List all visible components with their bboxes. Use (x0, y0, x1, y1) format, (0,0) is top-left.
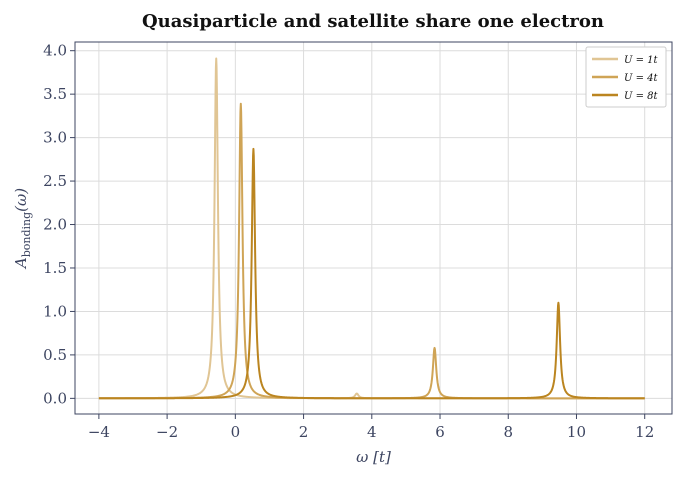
y-tick-label: 3.0 (43, 129, 67, 147)
legend-box (585, 46, 667, 108)
x-tick-label: 12 (635, 423, 654, 441)
y-tick-label: 1.5 (43, 259, 67, 277)
y-tick-label: 0.5 (43, 346, 67, 364)
y-tick-label: 1.0 (43, 302, 67, 320)
y-axis-label: Abonding(ω) (12, 188, 33, 270)
y-tick-label: 0.0 (43, 389, 67, 407)
grid (75, 42, 672, 414)
y-tick-label: 2.5 (43, 172, 67, 190)
x-tick-label: −4 (88, 423, 110, 441)
x-tick-label: −2 (156, 423, 178, 441)
y-axis-label-tail: (ω) (12, 188, 30, 212)
x-tick-label: 4 (367, 423, 377, 441)
x-tick-label: 6 (435, 423, 445, 441)
x-tick-label: 10 (567, 423, 586, 441)
x-tick-label: 8 (503, 423, 513, 441)
y-axis-label-sub: bonding (20, 212, 33, 257)
series-lines (98, 57, 646, 400)
x-tick-label: 0 (231, 423, 241, 441)
y-tick-label: 3.5 (43, 85, 67, 103)
legend-label: U = 1t (624, 55, 659, 66)
x-axis-label: ω [t] (356, 448, 391, 466)
legend-label: U = 4t (624, 73, 659, 84)
legend-label: U = 8t (624, 91, 659, 102)
y-axis-label-main: A (12, 257, 30, 270)
x-tick-label: 2 (299, 423, 309, 441)
plot-frame (74, 41, 673, 415)
axis-ticks: −4 −2 0 2 4 6 8 10 12 0.0 0.5 1.0 1.5 2.0 2.5 3.0 3.5 4.0 (43, 42, 654, 441)
y-tick-label: 2.0 (43, 216, 67, 234)
chart-title: Quasiparticle and satellite share one el… (142, 11, 604, 32)
legend: U = 1t U = 4t U = 8t (585, 46, 667, 108)
series-line-3 (98, 147, 646, 400)
y-tick-label: 4.0 (43, 42, 67, 60)
